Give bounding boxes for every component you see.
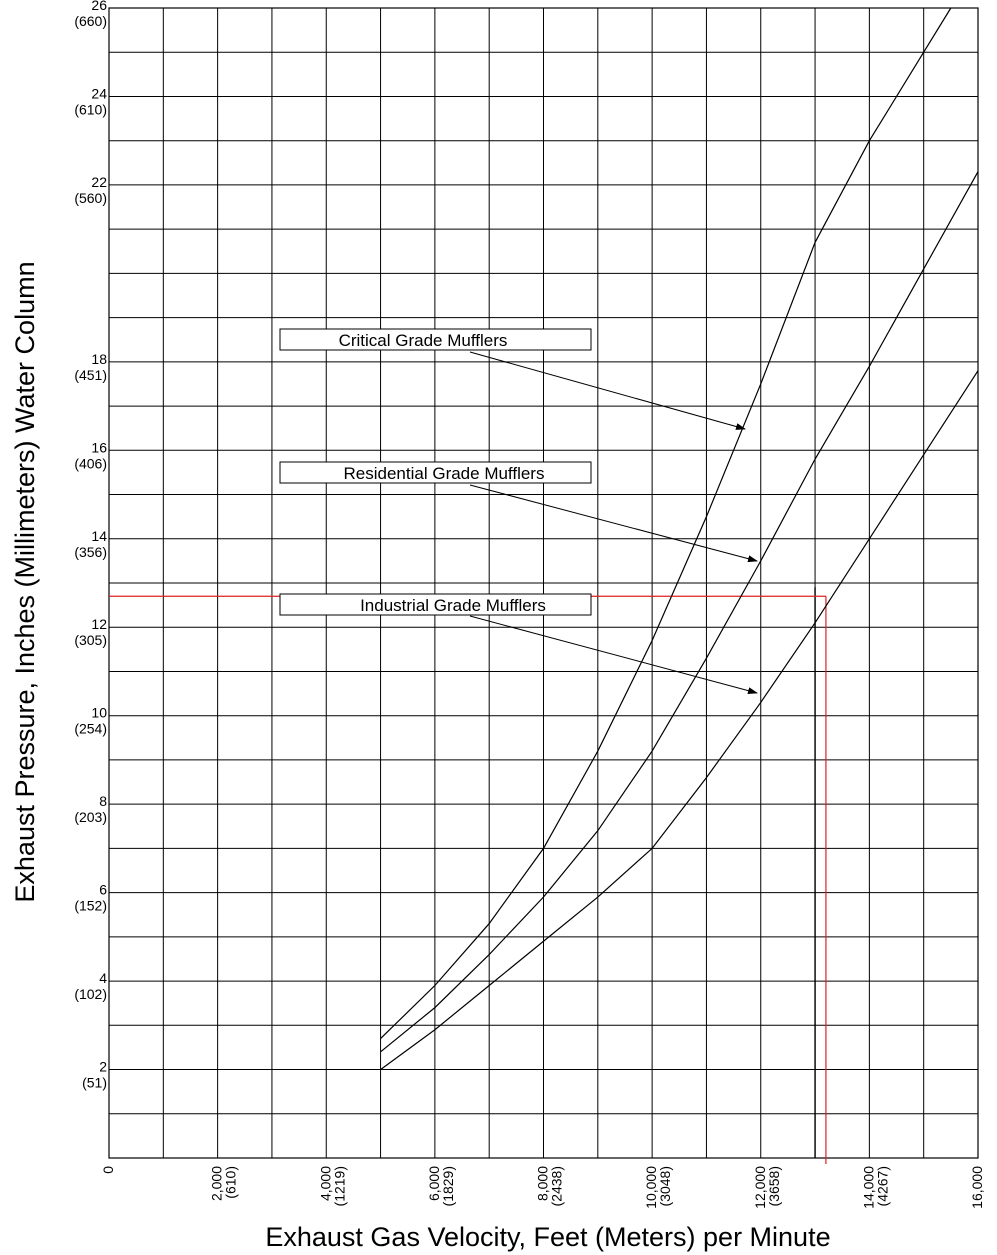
y-tick-sublabel: (451) (74, 367, 107, 383)
annotation-box (279, 593, 592, 616)
y-tick-sublabel: (356) (74, 544, 107, 560)
y-tick-sublabel: (406) (74, 455, 107, 471)
y-tick-sublabel: (610) (74, 101, 107, 117)
curve-residential-grade-mufflers (380, 171, 979, 1053)
x-tick-sublabel: (610) (223, 1166, 239, 1199)
annotation-box (279, 461, 592, 484)
y-tick-label: 12 (91, 616, 107, 632)
x-tick-label: 4,000 (317, 1166, 333, 1201)
curve-critical-grade-mufflers (380, 7, 952, 1040)
y-tick-label: 6 (99, 882, 107, 898)
annotation-label: Industrial Grade Mufflers (360, 596, 546, 615)
muffler-curves (380, 7, 979, 1071)
annotation-label: Critical Grade Mufflers (339, 331, 508, 350)
x-tick-label: 10,000 (643, 1166, 659, 1209)
y-tick-sublabel: (152) (74, 898, 107, 914)
y-tick-label: 14 (91, 528, 107, 544)
y-tick-label: 2 (99, 1059, 107, 1075)
x-tick-sublabel: (3048) (657, 1166, 673, 1206)
annotation-arrow (469, 351, 746, 430)
x-tick-sublabel: (1829) (440, 1166, 456, 1206)
y-tick-label: 10 (91, 705, 107, 721)
x-tick-sublabel: (1219) (331, 1166, 347, 1206)
x-tick-sublabel: (3658) (766, 1166, 782, 1206)
y-tick-label: 18 (91, 351, 107, 367)
x-tick-label: 16,000 (969, 1166, 985, 1209)
reference-lines (109, 595, 827, 1164)
plot-frame (108, 7, 979, 1159)
annotation-arrow (469, 484, 758, 563)
annotation-critical-grade-mufflers: Critical Grade Mufflers (279, 328, 746, 430)
y-tick-sublabel: (203) (74, 809, 107, 825)
x-tick-sublabel: (2438) (549, 1166, 565, 1206)
y-tick-label: 22 (91, 174, 107, 190)
y-tick-sublabel: (660) (74, 13, 107, 29)
x-tick-label: 0 (100, 1166, 116, 1174)
annotation-label: Residential Grade Mufflers (344, 464, 545, 483)
curve-annotations: Critical Grade Mufflers Residential Grade… (279, 328, 758, 695)
y-tick-labels: 2(51)4(102)6(152)8(203)10(254)12(305)14(… (74, 0, 107, 1091)
annotation-residential-grade-mufflers: Residential Grade Mufflers (279, 461, 758, 563)
y-axis-title: Exhaust Pressure, Inches (Millimeters) W… (10, 261, 40, 902)
chart-grid (108, 7, 979, 1159)
y-tick-label: 8 (99, 793, 107, 809)
x-axis-title: Exhaust Gas Velocity, Feet (Meters) per … (265, 1222, 830, 1252)
y-tick-label: 4 (99, 970, 107, 986)
y-tick-label: 16 (91, 439, 107, 455)
x-tick-label: 8,000 (535, 1166, 551, 1201)
y-tick-sublabel: (305) (74, 632, 107, 648)
annotation-industrial-grade-mufflers: Industrial Grade Mufflers (279, 593, 758, 695)
x-tick-sublabel: (4267) (874, 1166, 890, 1206)
x-tick-labels: 0 2,000(610) 4,000(1219) 6,000(1829) 8,000(2… (100, 1166, 985, 1209)
annotation-arrow (469, 615, 758, 695)
y-tick-sublabel: (560) (74, 190, 107, 206)
y-tick-sublabel: (102) (74, 986, 107, 1002)
y-tick-label: 26 (91, 0, 107, 13)
x-tick-label: 2,000 (209, 1166, 225, 1201)
curve-industrial-grade-mufflers (380, 370, 979, 1071)
x-tick-label: 12,000 (752, 1166, 768, 1209)
annotation-box (279, 328, 592, 351)
x-tick-label: 14,000 (860, 1166, 876, 1209)
y-tick-label: 24 (91, 85, 107, 101)
x-tick-label: 6,000 (426, 1166, 442, 1201)
y-tick-sublabel: (254) (74, 721, 107, 737)
y-tick-sublabel: (51) (82, 1075, 107, 1091)
